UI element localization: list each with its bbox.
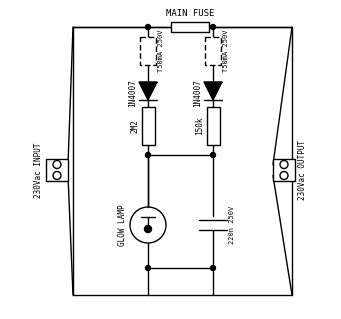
Circle shape	[146, 25, 150, 29]
Polygon shape	[139, 82, 157, 100]
Circle shape	[146, 152, 150, 158]
Text: 2M2: 2M2	[131, 119, 139, 133]
Text: 1N4007: 1N4007	[193, 79, 202, 107]
Text: 150k: 150k	[195, 117, 205, 135]
Bar	[171, 22, 209, 32]
Circle shape	[210, 25, 216, 29]
Polygon shape	[204, 82, 222, 100]
Circle shape	[210, 152, 216, 158]
Bar	[273, 159, 295, 181]
Circle shape	[210, 265, 216, 271]
Bar	[207, 107, 220, 145]
Bar	[46, 159, 68, 181]
Text: 220n 250V: 220n 250V	[229, 206, 235, 244]
Text: 1N4007: 1N4007	[128, 79, 137, 107]
Bar	[205, 37, 221, 65]
Text: 230Vac OUTPUT: 230Vac OUTPUT	[298, 140, 307, 200]
Bar	[142, 107, 154, 145]
Circle shape	[146, 265, 150, 271]
Text: T50mA 250V: T50mA 250V	[223, 30, 229, 72]
Text: 230Vac INPUT: 230Vac INPUT	[34, 142, 43, 198]
Text: MAIN FUSE: MAIN FUSE	[166, 9, 214, 18]
Circle shape	[145, 226, 151, 233]
Bar	[140, 37, 156, 65]
Text: GLOW LAMP: GLOW LAMP	[118, 204, 127, 246]
Text: T50mA 250V: T50mA 250V	[158, 30, 164, 72]
